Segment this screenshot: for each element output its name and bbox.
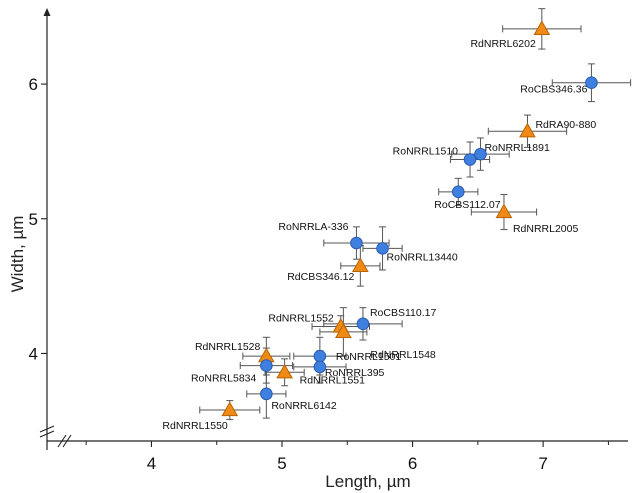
data-point-triangle <box>495 203 513 219</box>
point-label: RoNRRL6142 <box>271 400 337 412</box>
data-markers <box>221 20 598 417</box>
point-label: RdNRRL1550 <box>162 420 228 432</box>
point-label: RdRA90-880 <box>535 119 596 131</box>
y-tick-label: 6 <box>29 75 38 94</box>
point-labels: RdNRRL6202 RoCBS346.36 RdRA90-880 RoNRRL151… <box>162 38 596 432</box>
point-label: RoNRRL395 <box>325 367 385 379</box>
point-label: RdNRRL1551 <box>300 374 366 386</box>
data-point-triangle <box>519 122 536 138</box>
data-point-circle <box>585 76 598 90</box>
data-point-circle <box>313 360 327 374</box>
data-point-triangle <box>276 363 293 379</box>
point-label: RdNRRL1528 <box>195 341 261 353</box>
data-point-circle <box>474 147 487 161</box>
data-point-triangle <box>351 257 369 273</box>
data-point-circle <box>313 349 327 363</box>
data-point-circle <box>463 153 477 166</box>
x-tick-label: 5 <box>277 454 286 473</box>
ticks: 4 5 6 7 4 5 6 <box>29 75 609 473</box>
point-label: RoCBS110.17 <box>370 307 437 319</box>
point-label: RoNRRLA-336 <box>278 221 348 233</box>
data-point-circle <box>350 236 363 250</box>
data-point-triangle <box>533 20 551 35</box>
point-label: RoNRRL1510 <box>393 146 459 158</box>
x-tick-label: 4 <box>147 454 156 473</box>
data-point-circle <box>376 242 389 255</box>
x-tick-label: 7 <box>538 454 547 473</box>
x-axis-break <box>57 434 72 448</box>
axes <box>39 8 628 450</box>
point-label: RoNRRL13440 <box>387 251 458 263</box>
point-label: RoCBS346.36 <box>520 84 587 96</box>
data-point-circle <box>356 317 370 331</box>
y-axis-label: Width, µm <box>8 216 27 293</box>
point-label: RdNRRL1552 <box>268 313 334 325</box>
data-point-triangle <box>221 401 239 417</box>
x-axis-label: Length, µm <box>325 472 410 491</box>
data-point-triangle <box>335 323 352 339</box>
data-point-circle <box>451 185 465 199</box>
point-label: RdCBS346.12 <box>287 271 354 283</box>
point-label: RoNRRL5834 <box>191 373 257 385</box>
point-label: RoCBS112.07 <box>434 199 501 211</box>
x-tick-label: 6 <box>408 454 417 473</box>
point-label: RdNRRL2005 <box>513 223 579 235</box>
point-label: RdNRRL6202 <box>470 38 536 50</box>
point-label: RdNRRL1548 <box>370 349 436 361</box>
data-point-circle <box>260 387 273 401</box>
y-tick-label: 4 <box>29 344 38 363</box>
y-tick-label: 5 <box>29 210 38 229</box>
data-point-circle <box>260 359 273 372</box>
point-label: RoNRRL1501 <box>336 351 402 363</box>
y-axis-break <box>39 425 55 438</box>
y-axis-arrow <box>43 8 51 16</box>
point-label: RoNRRL1891 <box>484 142 550 154</box>
